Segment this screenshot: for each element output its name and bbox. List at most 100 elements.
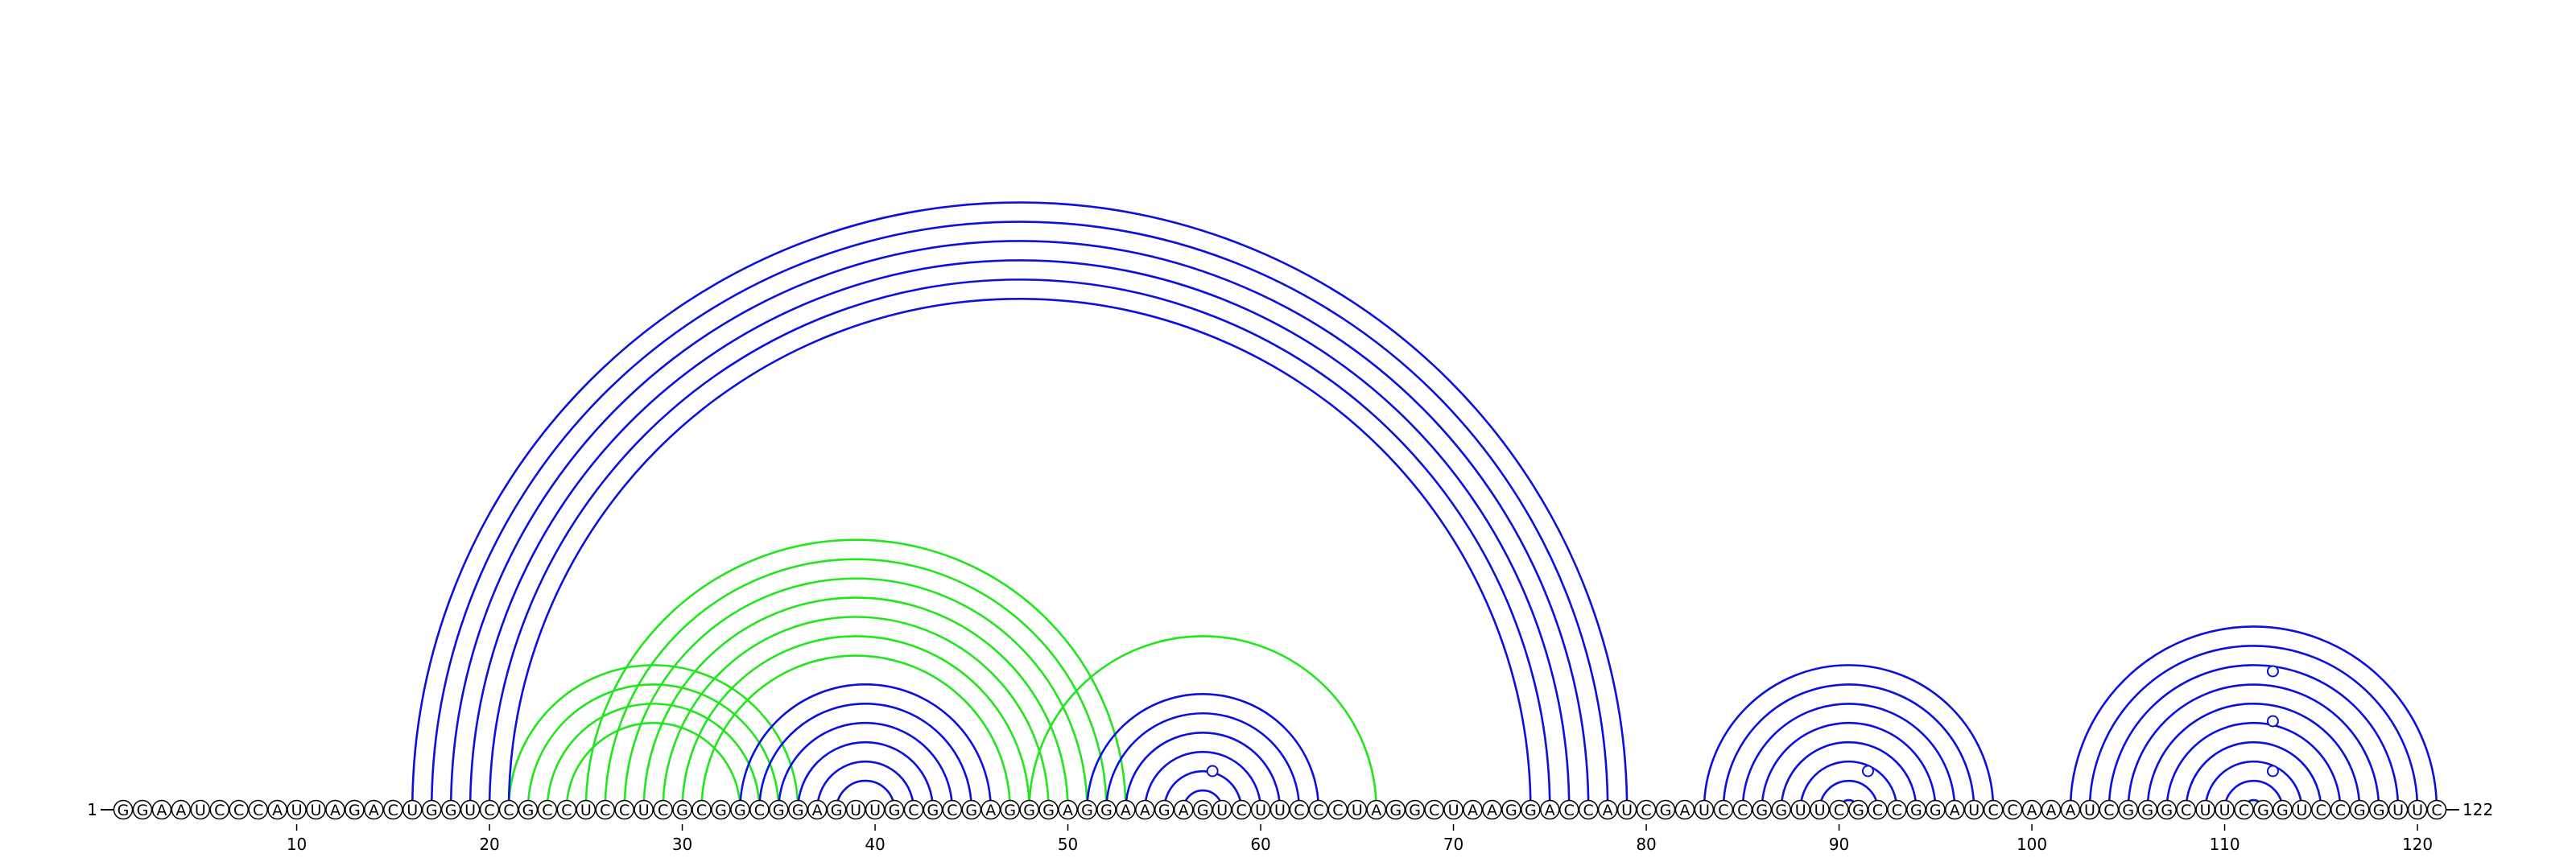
- nucleotide-node: G: [1501, 799, 1521, 820]
- nucleotide-letter: A: [1603, 802, 1613, 819]
- nucleotide-node: C: [653, 799, 673, 820]
- nucleotide-node: U: [634, 799, 654, 820]
- blue-pair-arc: [758, 702, 973, 811]
- blue-pair-arc: [1818, 779, 1879, 811]
- nucleotide-letter: G: [2122, 802, 2134, 819]
- nucleotide-letter: U: [2412, 802, 2423, 819]
- tick-label: 80: [1636, 835, 1656, 854]
- nucleotide-node: U: [576, 799, 597, 820]
- nucleotide-node: C: [556, 799, 577, 820]
- nucleotide-node: G: [1000, 799, 1020, 820]
- blue-pair-arc: [430, 221, 1609, 811]
- nucleotide-node: A: [325, 799, 345, 820]
- nucleotide-letter: G: [1930, 802, 1942, 819]
- nucleotide-node: A: [1597, 799, 1618, 820]
- tick-label: 110: [2209, 835, 2240, 854]
- nucleotide-letter: G: [1525, 802, 1537, 819]
- nucleotide-letter: C: [214, 802, 225, 819]
- nucleotide-node: C: [498, 799, 519, 820]
- tick-label: 10: [287, 835, 307, 854]
- blue-pair-arc: [2069, 625, 2438, 811]
- tick-label: 100: [2017, 835, 2047, 854]
- nucleotide-node: G: [440, 799, 461, 820]
- nucleotide-letter: A: [1140, 802, 1150, 819]
- nucleotide-letter: U: [1255, 802, 1266, 819]
- tick-label: 60: [1250, 835, 1270, 854]
- hairpin-marker: [1861, 765, 1874, 778]
- nucleotide-node: G: [884, 799, 905, 820]
- nucleotide-node: C: [1424, 799, 1444, 820]
- nucleotide-letter: A: [1468, 802, 1478, 819]
- nucleotide-node: A: [1540, 799, 1560, 820]
- nucleotide-node: U: [2407, 799, 2428, 820]
- nucleotide-letter: G: [2161, 802, 2173, 819]
- nucleotide-letter: G: [792, 802, 804, 819]
- tick-label: 90: [1829, 835, 1849, 854]
- nucleotide-letter: A: [985, 802, 996, 819]
- nucleotide-letter: G: [349, 802, 361, 819]
- nucleotide-node: G: [923, 799, 943, 820]
- nucleotide-letter: C: [2007, 802, 2017, 819]
- nucleotide-letter: G: [773, 802, 785, 819]
- end-label: 122: [2462, 800, 2493, 819]
- nucleotide-letter: C: [561, 802, 572, 819]
- nucleotide-letter: A: [1679, 802, 1690, 819]
- nucleotide-node: U: [287, 799, 307, 820]
- nucleotide-letter: G: [831, 802, 843, 819]
- nucleotide-letter: A: [156, 802, 167, 819]
- nucleotide-letter: A: [2027, 802, 2037, 819]
- nucleotide-node: G: [1655, 799, 1676, 820]
- nucleotide-node: G: [2253, 799, 2273, 820]
- nucleotide-node: G: [788, 799, 808, 820]
- nucleotide-letter: G: [676, 802, 688, 819]
- nucleotide-letter: U: [407, 802, 418, 819]
- nucleotide-node: U: [190, 799, 211, 820]
- nucleotide-node: A: [807, 799, 828, 820]
- blue-pair-arc: [1144, 750, 1262, 811]
- nucleotide-node: U: [1269, 799, 1290, 820]
- nucleotide-node: G: [1752, 799, 1772, 820]
- nucleotide-node: C: [2234, 799, 2254, 820]
- hairpin-marker: [2266, 715, 2279, 728]
- nucleotide-node: G: [345, 799, 365, 820]
- nucleotide-node: U: [2195, 799, 2215, 820]
- nucleotide-letter: C: [658, 802, 668, 819]
- nucleotide-node: C: [1559, 799, 1579, 820]
- green-pair-arc: [681, 635, 1030, 811]
- nucleotide-letter: G: [2373, 802, 2385, 819]
- nucleotide-letter: C: [503, 802, 514, 819]
- blue-pair-arc: [449, 240, 1590, 811]
- nucleotide-node: C: [1289, 799, 1310, 820]
- nucleotide-node: C: [1868, 799, 1888, 820]
- nucleotide-letter: G: [1505, 802, 1517, 819]
- nucleotide-node: G: [2118, 799, 2139, 820]
- nucleotide-letter: G: [2277, 802, 2289, 819]
- nucleotide-node: C: [749, 799, 770, 820]
- nucleotide-letter: A: [1179, 802, 1189, 819]
- nucleotide-letter: C: [1294, 802, 1304, 819]
- nucleotide-node: U: [1963, 799, 1984, 820]
- nucleotide-letter: A: [1950, 802, 1960, 819]
- blue-pair-arc: [2146, 702, 2361, 811]
- hairpin-marker: [2266, 765, 2279, 778]
- nucleotide-letter: G: [2141, 802, 2153, 819]
- nucleotide-node: G: [730, 799, 750, 820]
- nucleotide-node: G: [2368, 799, 2389, 820]
- tick-label: 50: [1058, 835, 1078, 854]
- blue-pair-arc: [1741, 702, 1956, 811]
- position-ticks: 10 20 30 40 50 60 70 80 90 100 110 120: [287, 824, 2433, 854]
- nucleotide-node: U: [1212, 799, 1232, 820]
- nucleotide-letter: C: [253, 802, 263, 819]
- nucleotide-node: C: [1732, 799, 1753, 820]
- green-pair-arc: [662, 616, 1050, 811]
- nucleotide-letter: C: [1583, 802, 1594, 819]
- nucleotide-letter: C: [233, 802, 244, 819]
- nucleotide-letter: U: [1448, 802, 1459, 819]
- blue-pair-arc: [2127, 683, 2380, 811]
- blue-pair-arc: [1799, 760, 1898, 811]
- nucleotide-node: A: [2060, 799, 2081, 820]
- green-pair-arc: [546, 702, 761, 811]
- nucleotide-node: G: [1019, 799, 1039, 820]
- nucleotide-letter: C: [1872, 802, 1883, 819]
